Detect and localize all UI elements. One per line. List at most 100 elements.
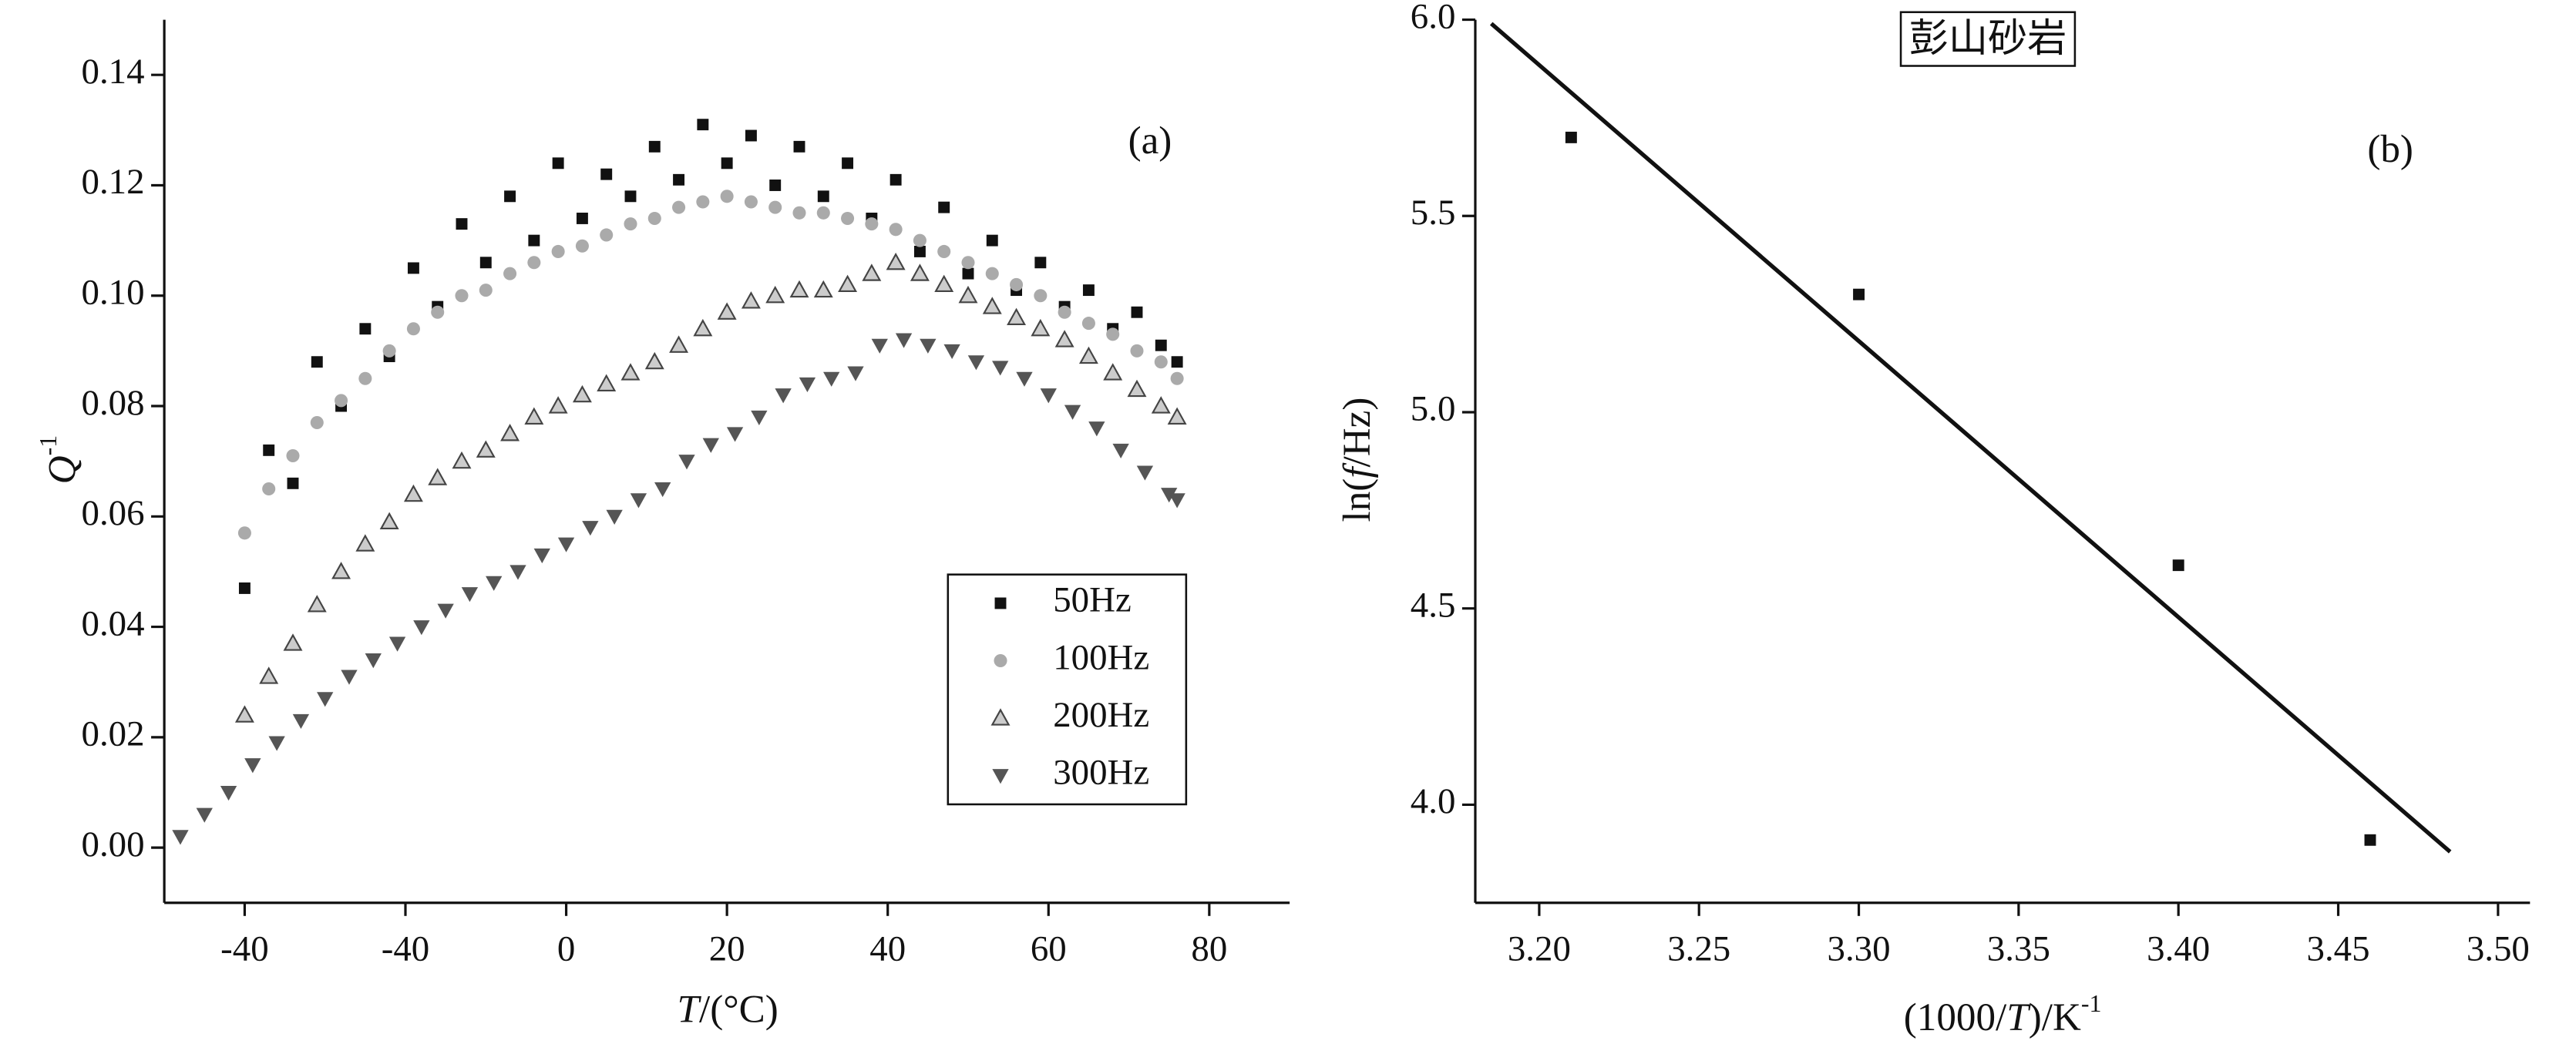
marker: [741, 291, 761, 309]
marker: [775, 388, 792, 404]
y-tick-label: 0.00: [82, 824, 145, 864]
y-tick-label: 4.5: [1411, 585, 1456, 625]
marker: [799, 377, 816, 393]
marker: [702, 438, 719, 453]
marker: [967, 355, 985, 371]
x-tick-label: 40: [869, 928, 906, 968]
marker: [913, 233, 926, 247]
marker: [503, 267, 517, 280]
marker: [862, 264, 882, 281]
marker: [486, 576, 503, 591]
marker: [262, 482, 276, 496]
marker: [479, 257, 492, 269]
x-axis-label-part: T: [2006, 995, 2031, 1039]
legend-marker: [994, 654, 1007, 668]
x-tick-label: 80: [1191, 928, 1227, 968]
marker: [476, 440, 496, 458]
legend-marker: [992, 769, 1009, 784]
marker: [672, 200, 686, 214]
marker: [606, 509, 623, 525]
legend-label: 100Hz: [1053, 637, 1149, 677]
marker: [311, 356, 323, 368]
marker: [630, 493, 647, 509]
marker: [1130, 344, 1144, 358]
marker: [341, 670, 358, 685]
x-tick-label: -40: [382, 928, 430, 968]
marker: [1031, 318, 1051, 337]
marker: [886, 252, 906, 270]
marker: [1040, 388, 1057, 404]
marker: [331, 562, 351, 579]
marker: [406, 322, 420, 336]
marker: [1151, 396, 1171, 414]
marker: [793, 140, 805, 153]
y-axis-label-part: /Hz): [1335, 398, 1379, 468]
marker: [648, 140, 661, 153]
marker: [1136, 465, 1154, 481]
y-axis-label: Q-1: [35, 435, 84, 485]
marker: [287, 477, 299, 489]
marker: [479, 284, 493, 297]
marker: [431, 305, 445, 319]
marker: [1169, 493, 1185, 509]
marker: [572, 384, 592, 403]
marker: [696, 195, 710, 209]
marker: [1016, 371, 1033, 387]
marker: [1078, 346, 1098, 364]
marker: [407, 262, 419, 274]
marker: [551, 244, 565, 258]
marker: [528, 234, 540, 247]
marker: [527, 256, 541, 270]
marker: [600, 168, 613, 180]
x-axis-label: T/(°C): [678, 987, 779, 1031]
x-tick-label: 3.35: [1987, 928, 2050, 968]
marker: [307, 595, 327, 613]
marker: [2364, 834, 2376, 846]
marker: [237, 526, 251, 540]
marker: [355, 534, 375, 552]
marker: [268, 736, 285, 751]
marker: [1170, 371, 1184, 385]
marker: [841, 211, 855, 225]
marker: [644, 351, 664, 370]
y-tick-label: 0.12: [82, 162, 145, 202]
marker: [1082, 284, 1095, 297]
marker: [196, 807, 213, 823]
marker: [283, 633, 303, 651]
marker: [769, 180, 782, 191]
y-tick-label: 0.06: [82, 493, 145, 533]
x-tick-label: 3.50: [2467, 928, 2530, 968]
marker: [624, 217, 637, 231]
y-tick-label: 0.08: [82, 383, 145, 423]
y-axis-label-part: Q: [40, 455, 84, 484]
marker: [575, 239, 589, 253]
marker: [335, 394, 348, 408]
marker: [813, 280, 833, 298]
y-tick-label: 5.5: [1411, 193, 1456, 233]
marker: [1161, 488, 1178, 503]
marker: [259, 666, 279, 684]
marker: [744, 195, 758, 209]
x-tick-label: 3.45: [2307, 928, 2370, 968]
marker: [817, 190, 829, 203]
marker: [358, 371, 372, 385]
x-axis-label-part: (1000/: [1904, 995, 2007, 1039]
marker: [403, 484, 423, 502]
marker: [913, 245, 926, 257]
x-axis-label-part: T: [678, 987, 702, 1031]
x-tick-label: 20: [709, 928, 745, 968]
marker: [1127, 379, 1147, 398]
marker: [2172, 559, 2184, 572]
annotation: (b): [2367, 127, 2413, 171]
marker: [937, 244, 951, 258]
marker: [673, 173, 685, 186]
marker: [920, 338, 937, 354]
marker: [1155, 339, 1167, 351]
marker: [234, 705, 254, 723]
marker: [717, 302, 737, 320]
marker: [1034, 289, 1048, 303]
marker: [452, 451, 472, 469]
marker: [943, 344, 960, 360]
marker: [461, 587, 479, 603]
legend-box: [947, 573, 1188, 806]
